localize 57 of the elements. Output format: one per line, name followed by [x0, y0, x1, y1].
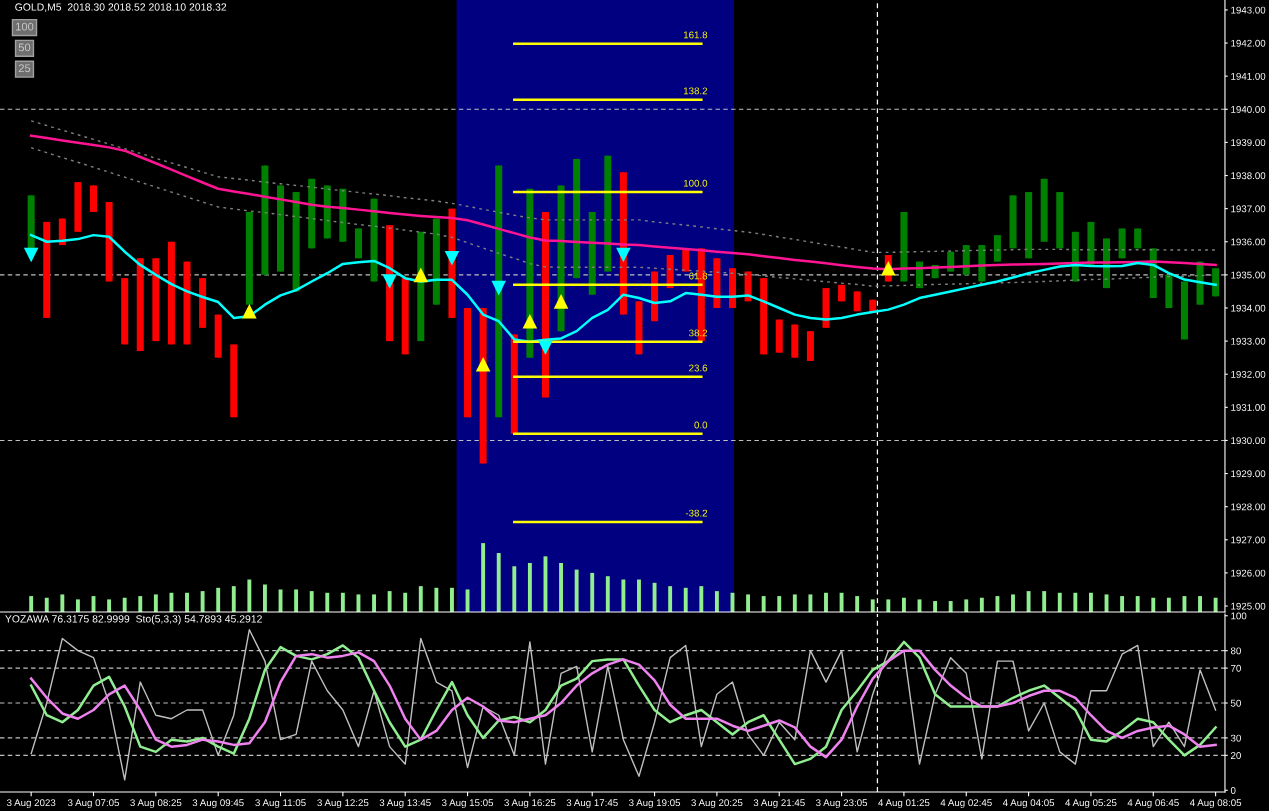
annotation: -38.2 [685, 509, 708, 517]
x-tick-label: 3 Aug 20:25 [691, 799, 743, 809]
y-tick-label: 0 [1230, 787, 1236, 794]
y-tick-label: 1937.00 [1231, 205, 1266, 213]
x-tick-label: 3 Aug 13:45 [379, 799, 431, 809]
x-tick-label: 3 Aug 21:45 [753, 799, 805, 809]
x-tick-label: 4 Aug 08:05 [1189, 799, 1242, 809]
y-tick-label: 1928.00 [1231, 503, 1266, 511]
y-tick-label: 1943.00 [1231, 6, 1266, 14]
x-tick-label: 3 Aug 09:45 [192, 799, 244, 809]
y-tick-label: 1930.00 [1231, 437, 1266, 445]
y-tick-label: 1934.00 [1231, 304, 1266, 312]
y-tick-label: 1941.00 [1231, 72, 1266, 80]
y-tick-label: 20 [1231, 752, 1241, 759]
chart-title: GOLD,M5 2018.30 2018.52 2018.10 2018.32 [15, 3, 227, 12]
y-tick-label: 1932.00 [1231, 370, 1266, 378]
x-tick-label: 3 Aug 08:25 [130, 799, 182, 809]
annotation: 23.6 [689, 364, 708, 372]
x-tick-label: 4 Aug 04:05 [1002, 799, 1055, 809]
y-tick-label: 1926.00 [1231, 569, 1266, 577]
x-tick-label: 3 Aug 11:05 [255, 799, 306, 809]
y-tick-label: 1938.00 [1231, 172, 1266, 180]
annotation: 50 [18, 43, 31, 52]
annotation: 100.0 [683, 179, 708, 187]
y-tick-label: 1939.00 [1231, 139, 1266, 147]
annotation: 161.8 [683, 31, 708, 39]
y-tick-label: 1940.00 [1231, 106, 1266, 113]
x-tick-label: 3 Aug 2023 [6, 799, 56, 809]
y-tick-label: 1942.00 [1231, 39, 1266, 47]
x-tick-label: 3 Aug 07:05 [67, 799, 120, 809]
y-tick-label: 1927.00 [1231, 536, 1266, 544]
x-tick-label: 4 Aug 02:45 [940, 799, 992, 809]
x-tick-label: 3 Aug 17:45 [566, 799, 618, 809]
annotation: 25 [18, 64, 31, 73]
y-tick-label: 50 [1230, 699, 1241, 707]
y-tick-label: 1936.00 [1231, 238, 1266, 246]
y-tick-label: 100 [1231, 612, 1247, 620]
y-tick-label: 30 [1230, 734, 1241, 742]
annotation: 100 [16, 22, 34, 31]
annotation: 0.0 [694, 421, 708, 429]
y-tick-label: 1929.00 [1231, 470, 1266, 478]
x-tick-label: 3 Aug 12:25 [317, 799, 369, 809]
y-tick-label: 1935.00 [1231, 271, 1266, 279]
y-tick-label: 1933.00 [1231, 337, 1266, 345]
y-tick-label: 70 [1231, 664, 1241, 672]
y-tick-label: 1931.00 [1231, 404, 1266, 411]
chart-title: YOZAWA 76.3175 82.9999 Sto(5,3,3) 54.7893 45.2912 [5, 614, 262, 625]
annotation: 138.2 [683, 87, 708, 95]
x-tick-label: 4 Aug 01:25 [878, 799, 930, 809]
x-tick-label: 3 Aug 16:25 [504, 799, 556, 809]
y-tick-label: 1925.00 [1231, 602, 1266, 610]
x-tick-label: 3 Aug 23:05 [816, 799, 868, 809]
x-tick-label: 3 Aug 15:05 [441, 799, 494, 809]
y-tick-label: 80 [1230, 647, 1241, 655]
x-tick-label: 3 Aug 19:05 [628, 799, 681, 809]
x-tick-label: 4 Aug 06:45 [1127, 799, 1179, 809]
x-tick-label: 4 Aug 05:25 [1065, 799, 1117, 809]
